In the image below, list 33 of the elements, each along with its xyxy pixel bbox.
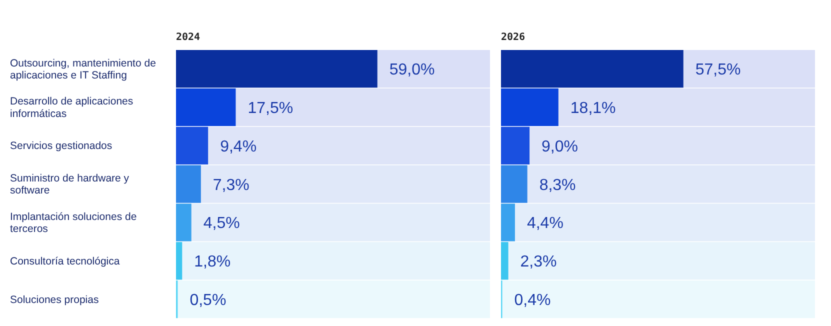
data-label: 9,4%	[220, 138, 257, 156]
bar	[501, 165, 528, 203]
data-label: 1,8%	[194, 254, 231, 271]
bar	[501, 204, 515, 242]
y-tick-label: Consultoría tecnológica	[10, 255, 120, 268]
y-tick-label: Soluciones propias	[10, 294, 99, 306]
data-label: 0,5%	[190, 292, 226, 310]
y-tick-label: Servicios gestionados	[10, 140, 112, 152]
chart-title: 2026	[501, 32, 526, 43]
bar	[176, 242, 182, 280]
data-label: 8,3%	[539, 176, 576, 194]
data-label: 7,3%	[212, 176, 250, 194]
bar	[176, 126, 208, 164]
bar	[501, 88, 558, 126]
data-label: 57,5%	[695, 62, 741, 79]
chart-title: 2024	[176, 32, 200, 43]
y-tick-label: Desarrollo de aplicaciones informáticas	[10, 96, 134, 120]
data-label: 2,3%	[520, 254, 557, 271]
data-label: 0,4%	[514, 292, 551, 310]
data-label: 18,1%	[570, 100, 616, 117]
data-label: 59,0%	[389, 62, 435, 79]
bar	[501, 242, 508, 280]
bar	[176, 204, 192, 242]
bar	[501, 126, 530, 164]
y-tick-label: Implantación soluciones de terceros	[10, 210, 137, 235]
data-label: 4,4%	[526, 215, 564, 232]
data-label: 9,0%	[542, 138, 578, 156]
bar	[176, 88, 236, 126]
y-tick-label: Suministro de hardware y software	[10, 172, 130, 197]
y-tick-label: Outsourcing, mantenimiento de aplicaciones e IT Staffing	[10, 57, 156, 82]
data-label: 17,5%	[248, 100, 294, 117]
data-label: 4,5%	[203, 215, 240, 232]
bar	[176, 165, 201, 203]
